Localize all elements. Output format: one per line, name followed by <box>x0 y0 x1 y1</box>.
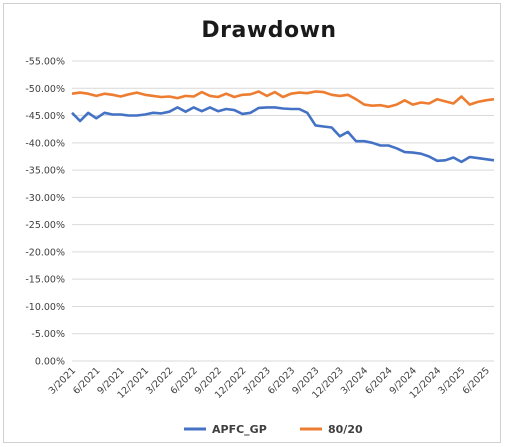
y-tick-label: -50.00% <box>25 84 65 95</box>
y-tick-label: -5.00% <box>31 329 65 340</box>
apfc-gp-series-line <box>71 106 495 164</box>
legend-label: 80/20 <box>328 423 363 436</box>
y-tick-label: -45.00% <box>25 111 65 122</box>
x-tick-label: 6/2025 <box>461 365 492 396</box>
legend-label: APFC_GP <box>212 423 267 436</box>
y-tick-label: -30.00% <box>25 193 65 204</box>
chart-frame: Drawdown <box>3 3 501 443</box>
y-tick-label: -10.00% <box>25 302 65 313</box>
y-tick-label: -15.00% <box>25 275 65 286</box>
y-tick-label: -55.00% <box>25 57 65 68</box>
chart-title: Drawdown <box>201 18 337 43</box>
y-tick-label: -35.00% <box>25 166 65 177</box>
y-tick-label: -25.00% <box>25 220 65 231</box>
y-tick-label: 0.00% <box>35 357 65 368</box>
80-20-series-line <box>71 90 495 109</box>
y-tick-label: -20.00% <box>25 247 65 258</box>
y-tick-label: -40.00% <box>25 138 65 149</box>
